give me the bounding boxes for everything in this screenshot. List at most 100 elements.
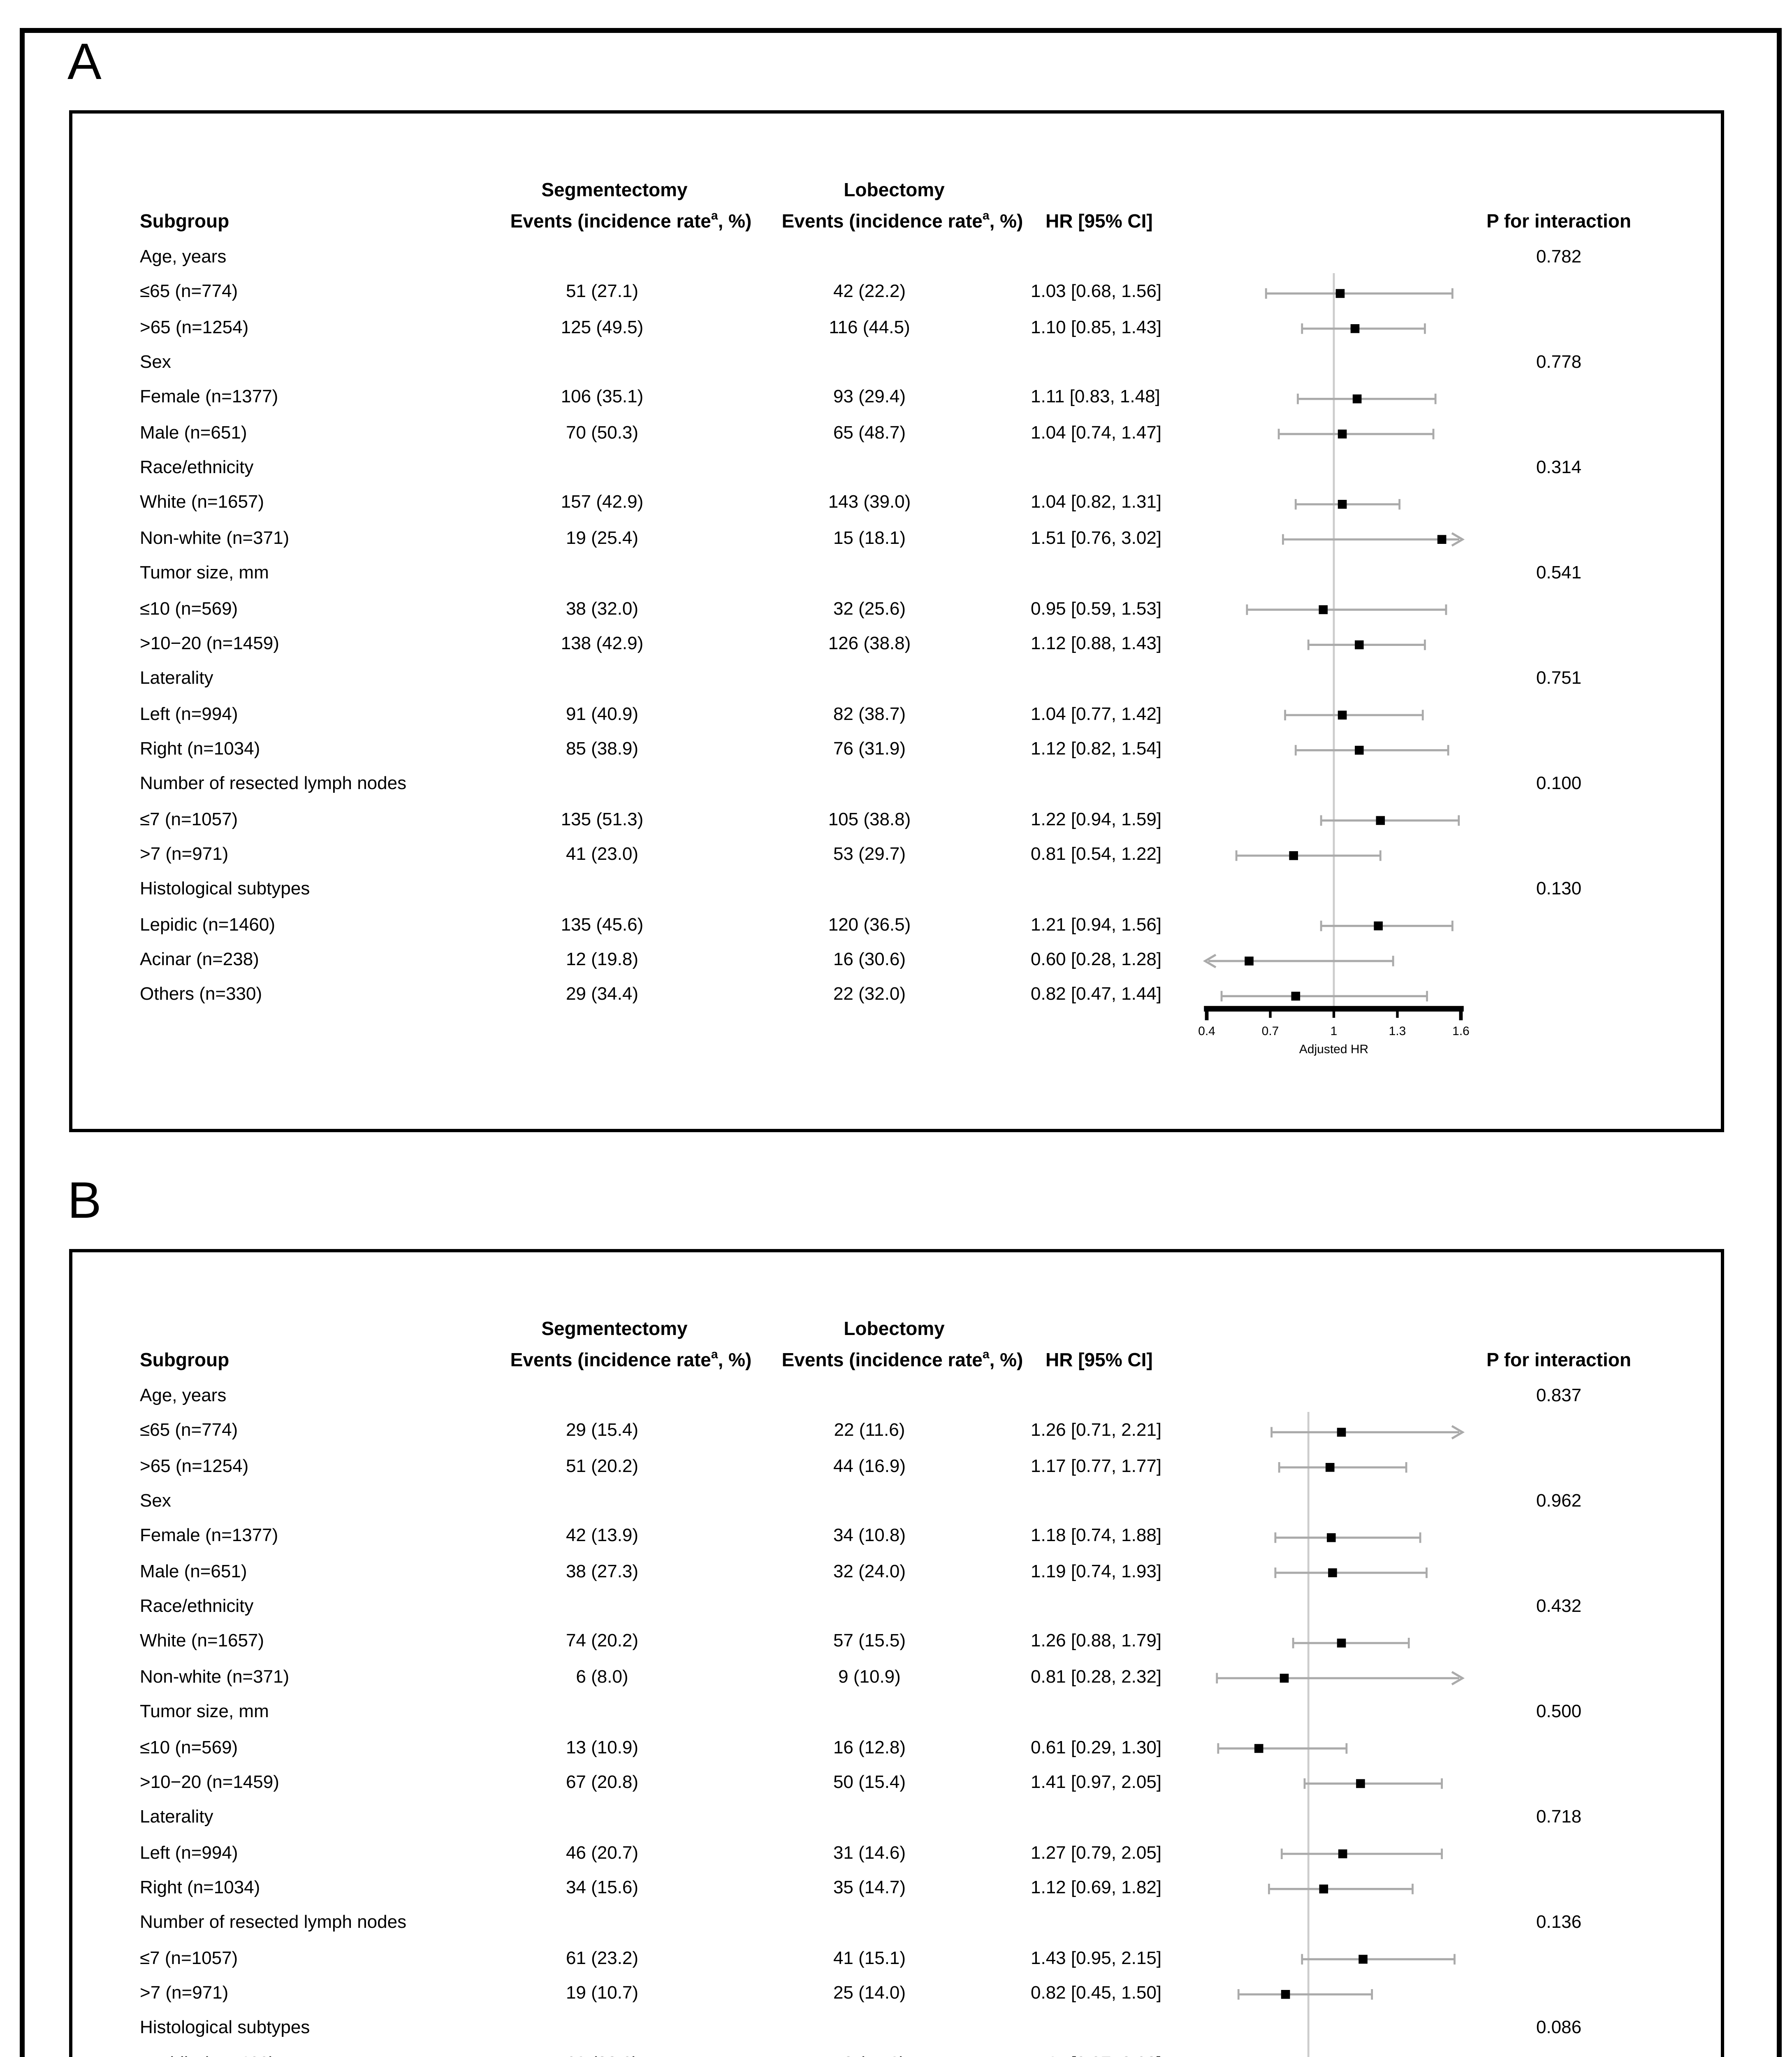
- segmentectomy-events-value: 19 (25.4): [566, 529, 639, 549]
- subgroup-row-label: Non-white (n=371): [140, 1667, 290, 1688]
- treatment2-header: Lobectomy: [844, 181, 945, 201]
- lobectomy-events-value: 126 (38.8): [828, 634, 911, 654]
- lobectomy-events-value: 143 (39.0): [828, 493, 911, 513]
- axis-tick-label: 1.6: [1451, 1024, 1469, 1038]
- segmentectomy-events-value: 42 (13.9): [566, 1527, 639, 1547]
- lobectomy-events-value: 9 (10.9): [838, 1667, 901, 1688]
- hr-ci-value: 1.04 [0.82, 1.31]: [1031, 493, 1162, 513]
- lobectomy-events-value: 57 (15.5): [833, 1632, 906, 1652]
- segmentectomy-events-value: 135 (51.3): [561, 810, 644, 830]
- hr-ci-value: 0.81 [0.54, 1.22]: [1031, 845, 1162, 865]
- segmentectomy-events-value: 91 (40.9): [566, 704, 639, 724]
- segmentectomy-events-value: 135 (45.6): [561, 915, 644, 935]
- lobectomy-events-value: 35 (14.7): [833, 1878, 906, 1898]
- hr-ci-value: 1.41 [0.97, 2.03]: [1031, 2055, 1161, 2057]
- subgroup-group-label: Histological subtypes: [140, 880, 310, 900]
- lobectomy-events-value: 16 (30.6): [833, 950, 906, 970]
- p-interaction-value: 0.718: [1536, 1808, 1582, 1828]
- segmentectomy-events-value: 29 (15.4): [566, 1421, 639, 1442]
- subgroup-row-label: ≤10 (n=569): [140, 1738, 238, 1758]
- hr-marker: [1355, 1779, 1364, 1788]
- p-interaction-value: 0.130: [1536, 880, 1582, 900]
- subgroup-row-label: >10−20 (n=1459): [140, 1773, 279, 1793]
- lobectomy-events-value: 105 (38.8): [828, 810, 911, 830]
- subgroup-group-label: Tumor size, mm: [140, 1702, 269, 1723]
- subgroup-group-label: Race/ethnicity: [140, 458, 254, 478]
- subgroup-header: Subgroup: [140, 213, 230, 232]
- hr-ci-value: 1.26 [0.71, 2.21]: [1031, 1421, 1162, 1442]
- subgroup-row-label: ≤7 (n=1057): [140, 810, 238, 830]
- hr-ci-value: 1.19 [0.74, 1.93]: [1031, 1562, 1162, 1582]
- figure-border: [20, 28, 1782, 2057]
- hr-ci-value: 1.17 [0.77, 1.77]: [1031, 1456, 1162, 1477]
- hr-marker: [1373, 921, 1382, 931]
- subgroup-row-label: White (n=1657): [140, 1632, 264, 1652]
- subgroup-group-label: Race/ethnicity: [140, 1597, 254, 1617]
- segmentectomy-events-value: 41 (23.0): [566, 845, 639, 865]
- lobectomy-events-value: 120 (36.5): [828, 915, 911, 935]
- subgroup-row-label: Acinar (n=238): [140, 950, 259, 970]
- subgroup-row-label: Lepidic (n=1460): [140, 2055, 275, 2057]
- segmentectomy-events-value: 138 (42.9): [561, 634, 644, 654]
- hr-marker: [1253, 1744, 1263, 1753]
- hr-ci-value: 0.82 [0.47, 1.44]: [1031, 985, 1162, 1005]
- ci-overflow-arrow: [1202, 954, 1216, 968]
- p-interaction-value: 0.136: [1536, 1913, 1582, 1933]
- hr-ci-value: 0.60 [0.28, 1.28]: [1031, 950, 1162, 970]
- subgroup-row-label: Others (n=330): [140, 985, 262, 1005]
- p-interaction-value: 0.432: [1536, 1597, 1582, 1617]
- subgroup-row-label: >65 (n=1254): [140, 318, 249, 338]
- hr-marker: [1326, 1533, 1335, 1542]
- hr-ci-value: 0.82 [0.45, 1.50]: [1031, 1983, 1162, 2004]
- superscript-note: a: [711, 1347, 718, 1362]
- subgroup-row-label: Female (n=1377): [140, 388, 278, 408]
- segmentectomy-events-value: 157 (42.9): [561, 493, 644, 513]
- hr-ci-value: 1.12 [0.69, 1.82]: [1031, 1878, 1162, 1898]
- subgroup-row-label: Male (n=651): [140, 423, 247, 443]
- subgroup-row-label: >7 (n=971): [140, 845, 229, 865]
- lobectomy-events-value: 65 (48.7): [833, 423, 906, 443]
- lobectomy-events-value: 93 (29.4): [833, 388, 906, 408]
- hr-ci-value: 1.26 [0.88, 1.79]: [1031, 1632, 1162, 1652]
- panel-b-box: Segmentectomy Lobectomy Subgroup Events (in…: [68, 1249, 1723, 2057]
- hr-ci-value: 0.61 [0.29, 1.30]: [1031, 1738, 1162, 1758]
- subgroup-group-label: Laterality: [140, 1808, 213, 1828]
- subgroup-row-label: Non-white (n=371): [140, 529, 290, 549]
- p-interaction-value: 0.541: [1536, 564, 1582, 584]
- events-header-2: Events (incidence ratea, %): [781, 1347, 1023, 1371]
- p-interaction-value: 0.782: [1536, 248, 1582, 267]
- segmentectomy-events-value: 61 (23.2): [566, 1948, 639, 1969]
- superscript-note: a: [982, 1347, 990, 1362]
- lobectomy-events-value: 82 (38.7): [833, 704, 906, 724]
- hr-marker: [1335, 289, 1344, 298]
- segmentectomy-events-value: 125 (49.5): [561, 318, 644, 338]
- lobectomy-events-value: 50 (15.4): [833, 1773, 906, 1793]
- subgroup-row-label: Male (n=651): [140, 1562, 247, 1582]
- lobectomy-events-value: 52 (15.8): [833, 2055, 906, 2057]
- segmentectomy-events-value: 67 (20.8): [566, 1773, 639, 1793]
- subgroup-group-label: Sex: [140, 1492, 171, 1512]
- hr-ci-value: 0.95 [0.59, 1.53]: [1031, 599, 1162, 619]
- hr-marker: [1288, 851, 1297, 860]
- subgroup-row-label: Female (n=1377): [140, 1527, 278, 1547]
- subgroup-group-label: Number of resected lymph nodes: [140, 1913, 407, 1933]
- hr-marker: [1279, 1674, 1288, 1683]
- subgroup-group-label: Laterality: [140, 669, 213, 689]
- ci-overflow-arrow: [1450, 532, 1464, 547]
- hr-ci-value: 1.04 [0.77, 1.42]: [1031, 704, 1162, 724]
- segmentectomy-events-value: 68 (23.0): [566, 2055, 638, 2057]
- events-header-1: Events (incidence ratea, %): [510, 208, 752, 232]
- lobectomy-events-value: 41 (15.1): [833, 1948, 906, 1969]
- hr-ci-value: 1.51 [0.76, 3.02]: [1031, 529, 1162, 549]
- segmentectomy-events-value: 46 (20.7): [566, 1843, 639, 1863]
- hr-marker: [1318, 1884, 1328, 1894]
- subgroup-row-label: White (n=1657): [140, 493, 264, 513]
- segmentectomy-events-value: 38 (32.0): [566, 599, 639, 619]
- ci-overflow-arrow: [1450, 1425, 1464, 1439]
- lobectomy-events-value: 15 (18.1): [833, 529, 906, 549]
- axis-tick-label: 0.4: [1197, 1024, 1215, 1038]
- hr-marker: [1324, 1463, 1334, 1472]
- lobectomy-events-value: 44 (16.9): [833, 1456, 906, 1477]
- segmentectomy-events-value: 74 (20.2): [566, 1632, 639, 1652]
